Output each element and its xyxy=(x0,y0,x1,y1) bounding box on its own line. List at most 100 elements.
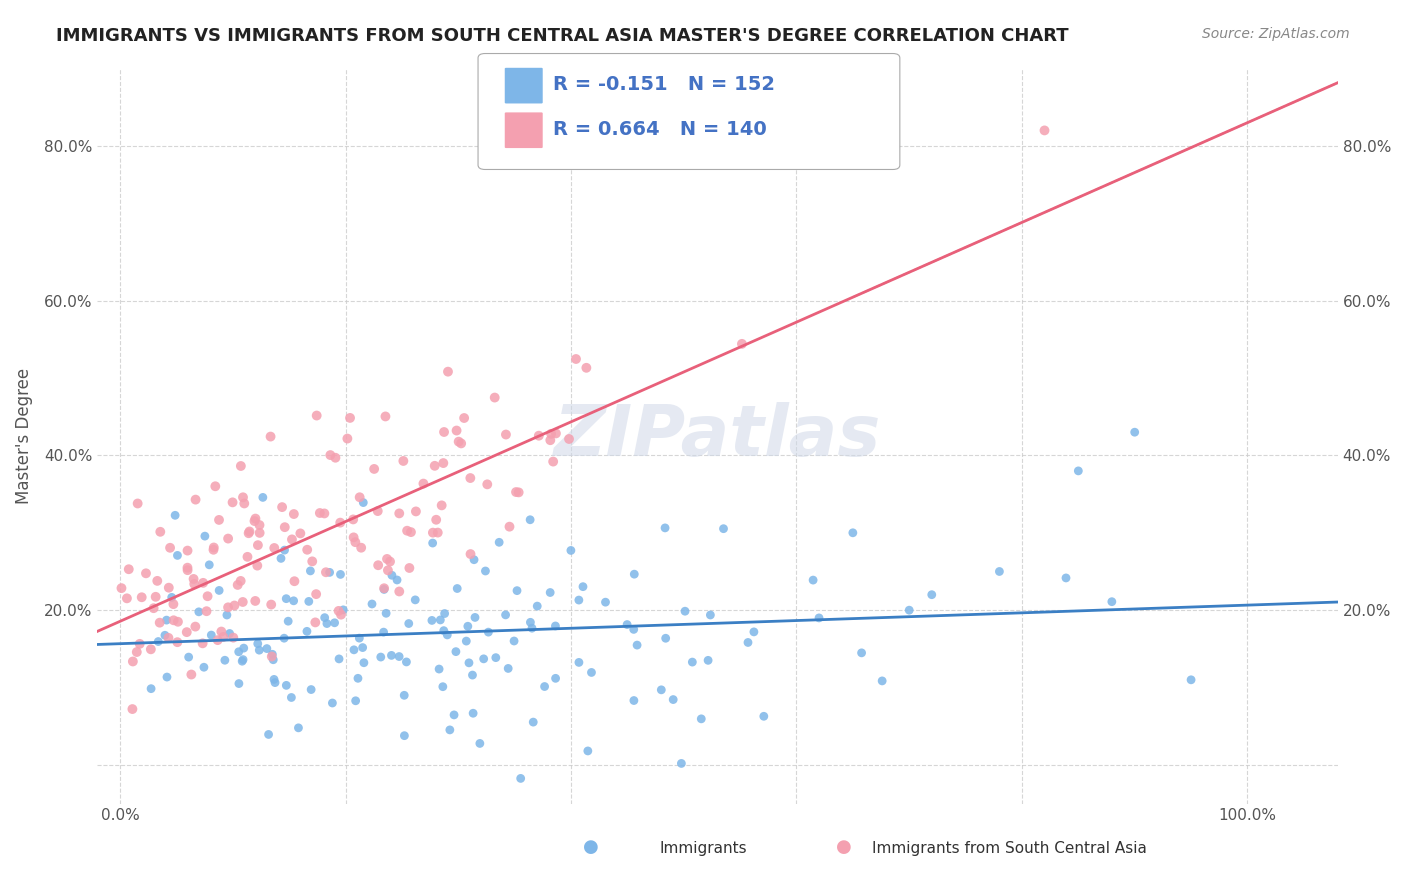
Point xyxy=(221,495,243,509)
Point xyxy=(176,625,198,640)
Point xyxy=(166,549,188,563)
Point xyxy=(392,454,415,468)
Point xyxy=(176,543,198,558)
Point xyxy=(339,411,361,425)
Point xyxy=(458,656,481,670)
Point xyxy=(214,653,236,667)
Point xyxy=(404,593,426,607)
Point xyxy=(191,575,214,590)
Point xyxy=(183,572,205,586)
Point xyxy=(299,564,322,578)
Point xyxy=(232,595,254,609)
Point xyxy=(446,582,468,596)
Point xyxy=(200,628,222,642)
Point xyxy=(1067,464,1090,478)
Point xyxy=(280,690,302,705)
Point xyxy=(121,702,143,716)
Point xyxy=(167,615,190,629)
Point xyxy=(290,526,312,541)
Point xyxy=(508,485,530,500)
Point xyxy=(245,511,267,525)
Point xyxy=(305,409,328,423)
Point xyxy=(157,631,180,645)
Point xyxy=(209,624,232,639)
Point xyxy=(921,588,943,602)
Point xyxy=(217,600,239,615)
Point xyxy=(260,598,283,612)
Point xyxy=(538,434,561,448)
Point xyxy=(426,525,449,540)
Point xyxy=(319,448,342,462)
Point xyxy=(468,736,491,750)
Point xyxy=(353,656,375,670)
Point xyxy=(488,535,510,549)
Point xyxy=(375,607,398,621)
Point xyxy=(425,513,447,527)
Point xyxy=(229,458,252,473)
Point xyxy=(1033,123,1056,137)
Point xyxy=(226,578,249,592)
Point xyxy=(1054,571,1077,585)
Point xyxy=(533,680,555,694)
Point xyxy=(396,524,419,538)
Point xyxy=(361,597,384,611)
Point xyxy=(246,637,269,651)
Point xyxy=(541,454,564,468)
Point xyxy=(496,661,519,675)
Point xyxy=(560,543,582,558)
Point xyxy=(453,411,475,425)
Point xyxy=(308,506,330,520)
Point xyxy=(228,645,250,659)
Point xyxy=(115,591,138,606)
Point xyxy=(520,621,543,635)
Point xyxy=(256,641,278,656)
Point xyxy=(232,641,254,656)
Point xyxy=(737,635,759,649)
Point xyxy=(243,514,266,528)
Point xyxy=(318,566,340,580)
Point xyxy=(344,694,367,708)
Point xyxy=(238,526,260,541)
Point xyxy=(673,604,696,618)
Point xyxy=(443,707,465,722)
Text: R = 0.664   N = 140: R = 0.664 N = 140 xyxy=(553,120,766,139)
Point xyxy=(224,599,246,613)
Point xyxy=(495,607,517,622)
Point xyxy=(422,525,444,540)
Point xyxy=(262,653,284,667)
Point xyxy=(287,721,309,735)
Point xyxy=(195,604,218,618)
Point xyxy=(367,504,389,518)
Point xyxy=(232,490,254,504)
Point xyxy=(623,567,645,582)
Point xyxy=(236,549,259,564)
Point xyxy=(283,574,305,589)
Point xyxy=(217,532,239,546)
Point xyxy=(477,477,499,491)
Point xyxy=(742,624,765,639)
Point xyxy=(145,590,167,604)
Point xyxy=(544,619,567,633)
Point xyxy=(671,756,693,771)
Point xyxy=(370,650,392,665)
Point xyxy=(626,638,648,652)
Point xyxy=(623,693,645,707)
Point xyxy=(575,360,598,375)
Point xyxy=(373,582,395,597)
Point xyxy=(347,671,370,685)
Point xyxy=(276,678,298,692)
Point xyxy=(544,426,567,441)
Point xyxy=(375,552,398,566)
Point xyxy=(252,491,274,505)
Point xyxy=(697,653,720,667)
Text: IMMIGRANTS VS IMMIGRANTS FROM SOUTH CENTRAL ASIA MASTER'S DEGREE CORRELATION CHA: IMMIGRANTS VS IMMIGRANTS FROM SOUTH CENT… xyxy=(56,27,1069,45)
Point xyxy=(576,744,599,758)
Point xyxy=(460,471,482,485)
Point xyxy=(568,593,591,607)
Point xyxy=(398,561,420,575)
Point xyxy=(184,619,207,633)
Point xyxy=(367,558,389,573)
Point xyxy=(457,619,479,633)
Point xyxy=(485,650,508,665)
Point xyxy=(519,513,541,527)
